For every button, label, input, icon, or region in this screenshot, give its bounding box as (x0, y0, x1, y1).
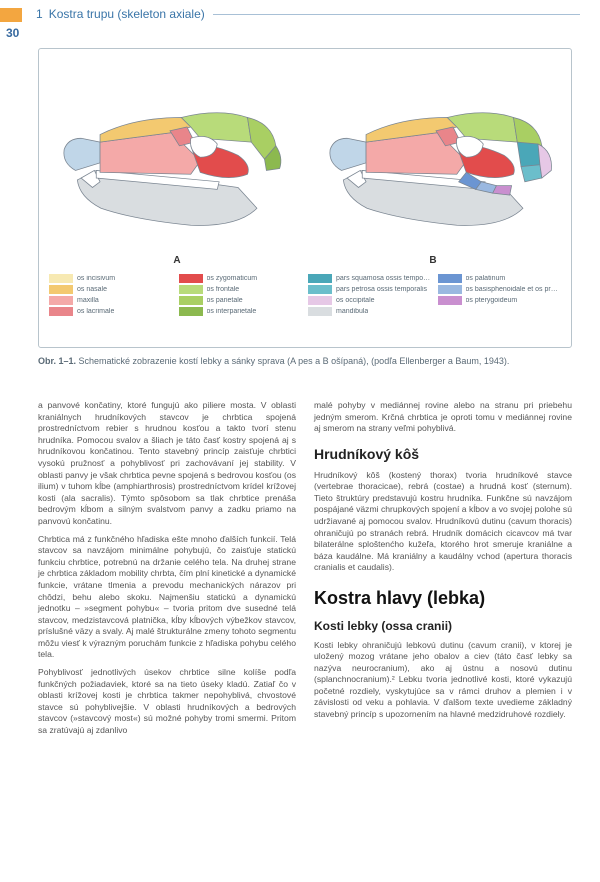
legend-item: os occipitale (308, 296, 432, 305)
legend-item: os zygomaticum (179, 274, 303, 283)
header-rule (213, 14, 580, 15)
legend-swatch (179, 307, 203, 316)
legend-swatch (308, 296, 332, 305)
legend-item: os basisphenoidale et os presphenoidale (438, 285, 562, 294)
skull-diagram-b (315, 71, 561, 251)
legend-label: pars squamosa ossis temporalis (336, 275, 432, 282)
legend-label: os frontale (207, 286, 240, 293)
legend-label: os lacrimale (77, 308, 114, 315)
paragraph: malé pohyby v mediánnej rovine alebo na … (314, 400, 572, 435)
legend-label: os pterygoideum (466, 297, 518, 304)
chapter-header: 1 Kostra trupu (skeleton axiale) (36, 7, 580, 21)
legend-item: os lacrimale (49, 307, 173, 316)
legend-label: os incisivum (77, 275, 115, 282)
legend-item: pars squamosa ossis temporalis (308, 274, 432, 283)
figure-label-a: A (173, 255, 180, 266)
legend-swatch (49, 274, 73, 283)
legend-swatch (308, 307, 332, 316)
legend-swatch (179, 296, 203, 305)
page-number: 30 (6, 26, 19, 40)
legend-item: os interparietale (179, 307, 303, 316)
legend-label: os nasale (77, 286, 107, 293)
legend-swatch (179, 285, 203, 294)
legend-label: os zygomaticum (207, 275, 258, 282)
legend-label: pars petrosa ossis temporalis (336, 286, 427, 293)
legend-swatch (438, 296, 462, 305)
legend-item: os incisivum (49, 274, 173, 283)
figure-caption: Obr. 1–1. Schematické zobrazenie kostí l… (38, 356, 572, 366)
paragraph: a panvové končatiny, ktoré fungujú ako p… (38, 400, 296, 528)
figure-legend: os incisivum os zygomaticum pars squamosa … (49, 274, 561, 316)
paragraph: Hrudníkový kôš (kostený thorax) tvoria h… (314, 470, 572, 574)
legend-label: os basisphenoidale et os presphenoidale (466, 286, 562, 293)
legend-label: os interparietale (207, 308, 257, 315)
legend-item: os parietale (179, 296, 303, 305)
legend-label: os occipitale (336, 297, 375, 304)
chapter-title: Kostra trupu (skeleton axiale) (49, 7, 205, 21)
legend-swatch (49, 307, 73, 316)
heading-skull: Kostra hlavy (lebka) (314, 586, 572, 610)
legend-label: mandibula (336, 308, 368, 315)
subheading-ossa-cranii: Kosti lebky (ossa cranii) (314, 618, 572, 634)
legend-item: mandibula (308, 307, 432, 316)
legend-item: os frontale (179, 285, 303, 294)
legend-swatch (438, 285, 462, 294)
paragraph: Pohyblivosť jednotlivých úsekov chrbtice… (38, 667, 296, 737)
figure-caption-label: Obr. 1–1. (38, 356, 76, 366)
legend-label: maxilla (77, 297, 99, 304)
skull-diagram-a (49, 71, 295, 251)
legend-swatch (179, 274, 203, 283)
legend-swatch (438, 274, 462, 283)
figure-label-b: B (429, 255, 436, 266)
paragraph: Chrbtica má z funkčného hľadiska ešte mn… (38, 534, 296, 662)
legend-label: os palatinum (466, 275, 506, 282)
figure-box: A B os incisivum os zygomaticum pars squam… (38, 48, 572, 348)
legend-swatch (49, 296, 73, 305)
legend-label: os parietale (207, 297, 243, 304)
legend-item: os nasale (49, 285, 173, 294)
figure-caption-text: Schematické zobrazenie kostí lebky a sán… (76, 356, 509, 366)
legend-swatch (49, 285, 73, 294)
legend-item: os pterygoideum (438, 296, 562, 305)
paragraph: Kosti lebky ohraničujú lebkovú dutinu (c… (314, 640, 572, 721)
body-text: a panvové končatiny, ktoré fungujú ako p… (38, 400, 572, 858)
legend-swatch (308, 274, 332, 283)
legend-item: os palatinum (438, 274, 562, 283)
legend-item: pars petrosa ossis temporalis (308, 285, 432, 294)
chapter-number: 1 (36, 7, 43, 21)
page-accent-tab (0, 8, 22, 22)
legend-swatch (308, 285, 332, 294)
heading-thorax: Hrudníkový kôš (314, 445, 572, 464)
legend-item: maxilla (49, 296, 173, 305)
